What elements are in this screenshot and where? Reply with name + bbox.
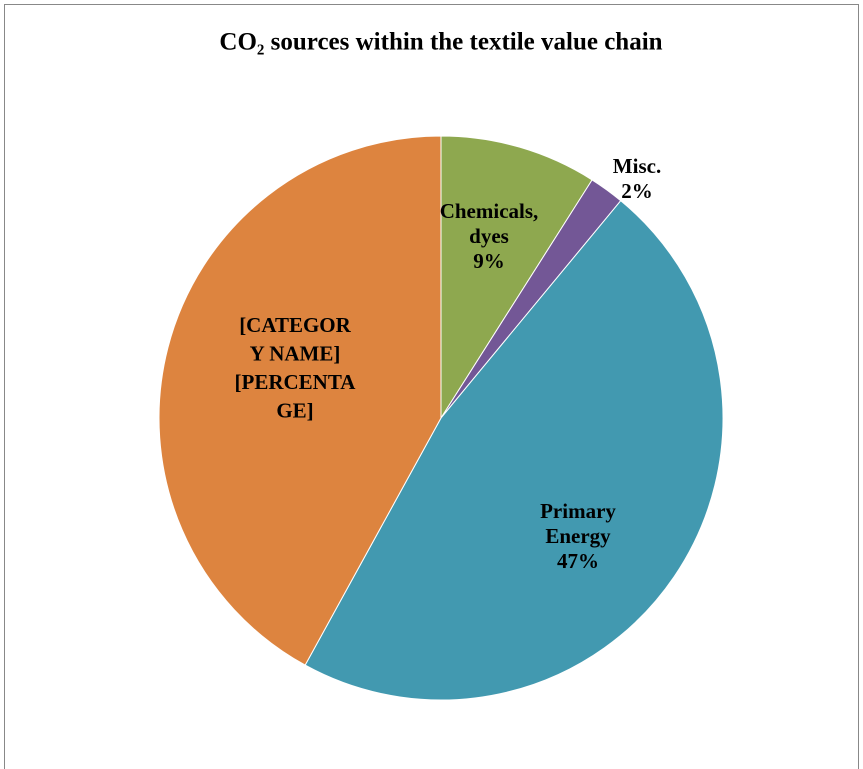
slice-value-label: 2%	[621, 179, 653, 203]
slice-category-label: Misc.	[613, 154, 661, 178]
slice-value-label: 47%	[557, 549, 599, 573]
pie-slice	[304, 200, 724, 701]
chart-title: CO₂ sources within the textile value cha…	[219, 29, 662, 56]
label-line: Chemicals,	[440, 199, 539, 223]
slice-value-label: 9%	[473, 249, 505, 273]
annotation: GE]	[276, 398, 313, 422]
annotation: Y NAME]	[250, 341, 341, 365]
label-line: Energy	[545, 524, 611, 548]
slice-category-label: Chemicals, dyes	[440, 199, 539, 248]
label-line: Primary	[540, 499, 616, 523]
label-line: dyes	[469, 224, 509, 248]
pie-slice	[440, 135, 593, 420]
annotation: [CATEGOR	[239, 313, 351, 337]
pie-slice	[158, 135, 442, 666]
annotation: [PERCENTA	[235, 370, 357, 394]
slice-category-label: Primary Energy	[540, 499, 616, 548]
